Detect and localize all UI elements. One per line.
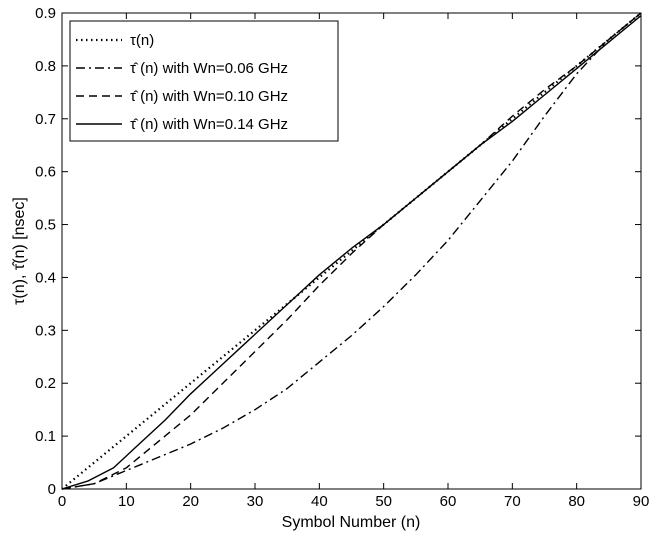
x-tick-label: 0	[58, 493, 66, 510]
y-axis-ticks: 0 0.1 0.2 0.3 0.4 0.5 0.6 0.7 0.8 0.9	[35, 5, 641, 498]
legend-label-wn-010: τ̂ (n) with Wn=0.10 GHz	[130, 88, 288, 105]
x-tick-label: 40	[311, 493, 328, 510]
legend-label-wn-014: τ̂ (n) with Wn=0.14 GHz	[130, 116, 288, 133]
x-axis-ticks: 0 10 20 30 40 50 60 70 80 90	[58, 13, 650, 510]
y-tick-label: 0.4	[35, 269, 56, 286]
y-tick-label: 0.5	[35, 217, 56, 234]
x-tick-label: 30	[247, 493, 264, 510]
y-tick-label: 0.2	[35, 375, 56, 392]
legend-label-tau: τ(n)	[130, 32, 154, 49]
series-layer	[61, 12, 642, 490]
legend-box	[69, 20, 339, 142]
x-tick-label: 80	[568, 493, 585, 510]
x-tick-label: 50	[375, 493, 392, 510]
series-line-3	[61, 15, 642, 490]
y-tick-label: 0.3	[35, 322, 56, 339]
series-line-2	[61, 12, 642, 490]
x-axis-title: Symbol Number (n)	[282, 514, 421, 531]
y-tick-label: 0.7	[35, 111, 56, 128]
y-tick-label: 0.6	[35, 164, 56, 181]
y-tick-label: 0.8	[35, 58, 56, 75]
y-tick-label: 0	[48, 481, 56, 498]
x-tick-label: 10	[118, 493, 135, 510]
legend: τ(n) τ̂ (n) with Wn=0.06 GHz τ̂ (n) with…	[69, 20, 339, 142]
series-line-1	[61, 12, 642, 490]
y-tick-label: 0.1	[35, 428, 56, 445]
x-tick-label: 90	[633, 493, 650, 510]
plot-frame	[61, 12, 642, 490]
x-tick-label: 60	[440, 493, 457, 510]
legend-label-wn-006: τ̂ (n) with Wn=0.06 GHz	[130, 60, 288, 77]
x-tick-label: 70	[504, 493, 521, 510]
y-axis-title: τ(n), τ̂(n) [nsec]	[11, 197, 28, 305]
x-tick-label: 20	[182, 493, 199, 510]
y-tick-label: 0.9	[35, 5, 56, 22]
